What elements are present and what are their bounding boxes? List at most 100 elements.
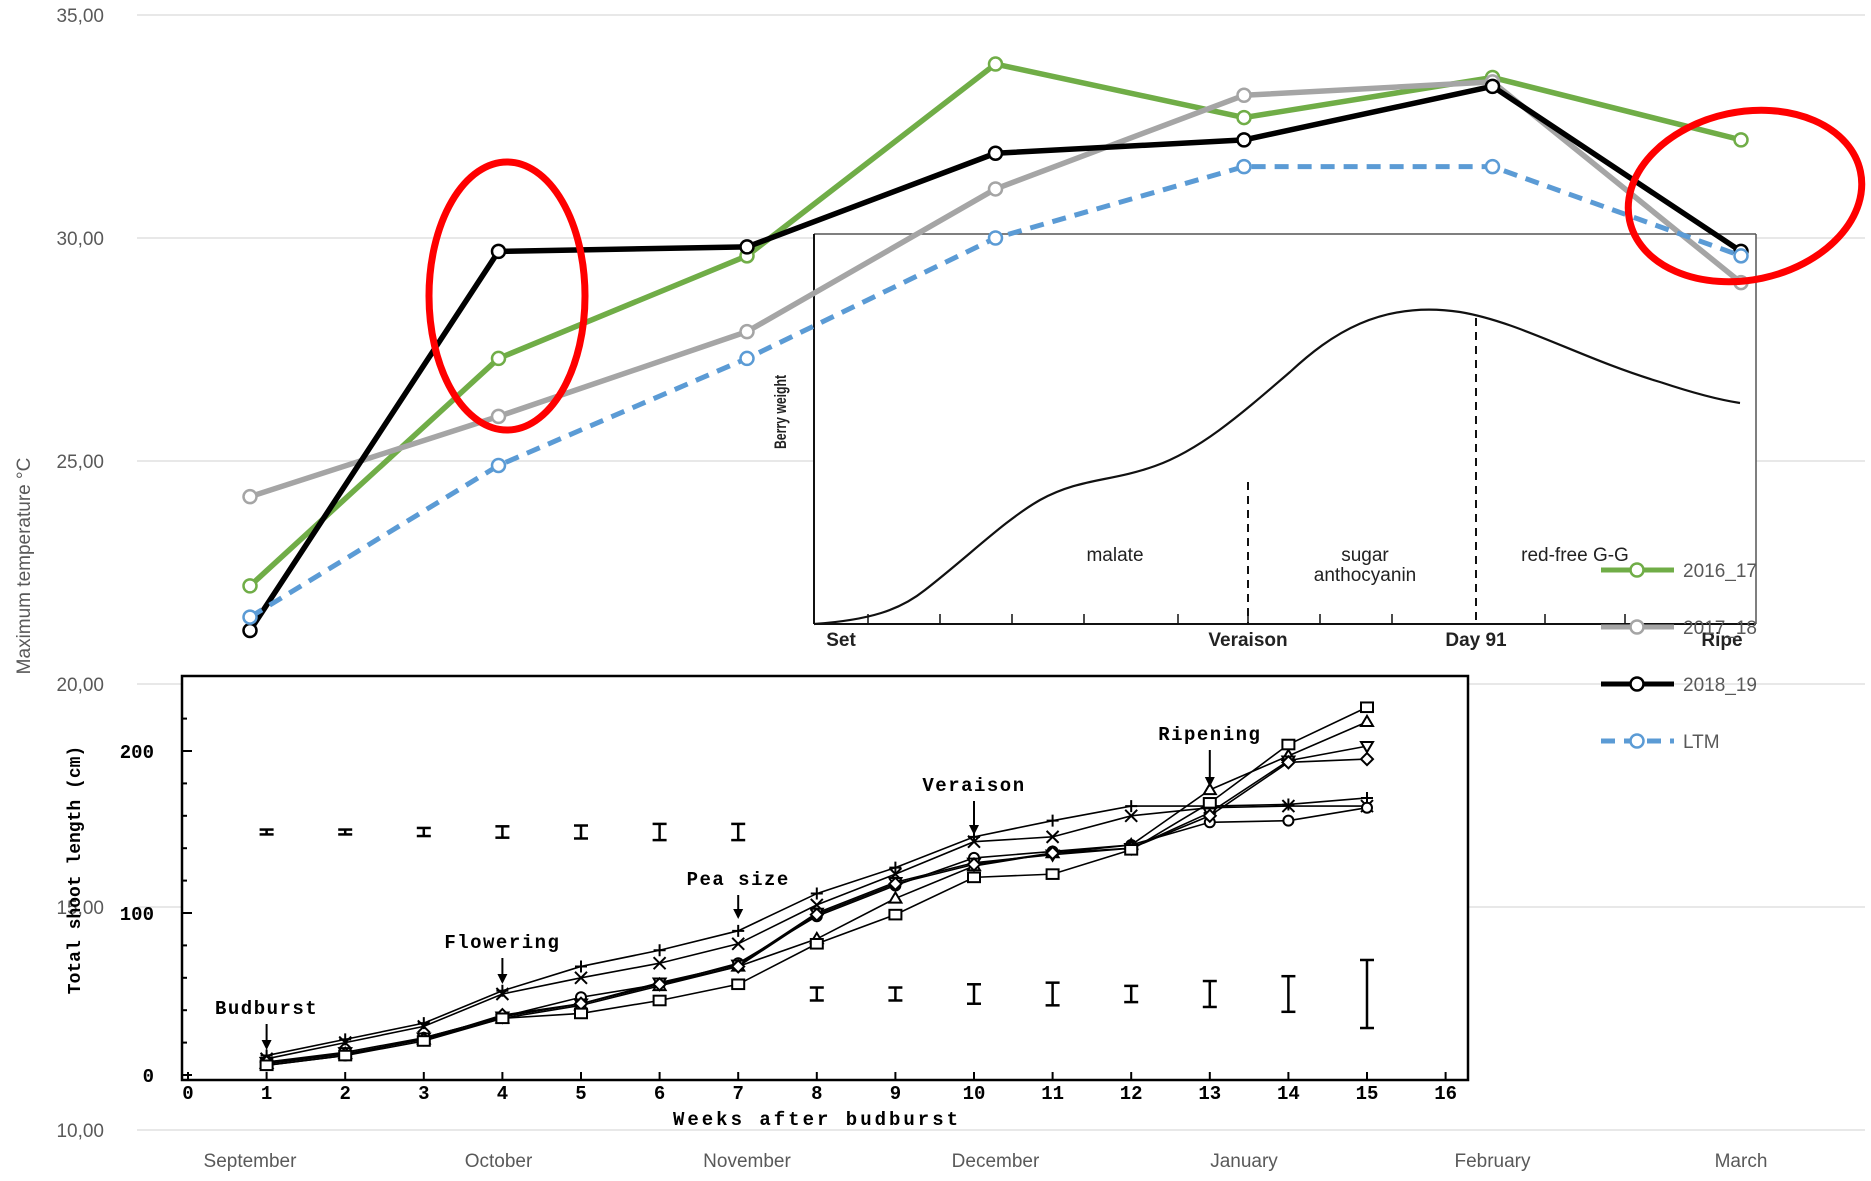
series-point-2017_18: [987, 181, 1004, 197]
series-point-2016_17: [242, 578, 258, 594]
shoot-y-tick-label: 100: [120, 904, 154, 926]
series-point-2018_19: [1484, 78, 1501, 95]
shoot-marker-square: [1202, 797, 1217, 809]
series-point-ltm: [490, 457, 507, 474]
legend-label-2017_18: 2017_18: [1683, 618, 1757, 639]
shoot-x-tick-label: 8: [811, 1083, 822, 1105]
shoot-annotation-label: Flowering: [444, 932, 560, 954]
shoot-marker-diamond: [1280, 754, 1296, 770]
shoot-marker-triangle-down: [1359, 740, 1375, 755]
shoot-annotation-arrowhead: [969, 825, 979, 835]
shoot-marker-square: [888, 908, 903, 921]
shoot-y-axis-label: Total shoot length (cm): [66, 746, 86, 994]
shoot-x-tick-label: 2: [339, 1083, 350, 1105]
shoot-marker-triangle-up: [1359, 713, 1375, 728]
shoot-marker-square: [1124, 844, 1139, 856]
legend-label-2016_17: 2016_17: [1683, 561, 1757, 582]
shoot-marker-square: [1360, 701, 1374, 714]
series-point-2018_19: [242, 622, 258, 639]
legend-marker: [1629, 733, 1645, 749]
shoot-marker-square: [416, 1035, 431, 1047]
series-point-2016_17: [1733, 132, 1749, 148]
shoot-marker-square: [731, 978, 746, 991]
shoot-marker-triangle-up: [887, 890, 904, 904]
series-point-ltm: [242, 609, 258, 625]
main-y-tick-label: 30,00: [56, 229, 104, 250]
shoot-x-tick-label: 1: [261, 1083, 272, 1105]
main-y-tick-label: 35,00: [56, 6, 104, 27]
main-series-group: [242, 56, 1749, 639]
shoot-x-tick-label: 15: [1356, 1083, 1379, 1105]
series-point-2016_17: [987, 56, 1004, 72]
main-x-tick-label: October: [465, 1151, 533, 1172]
shoot-marker-diamond: [652, 976, 668, 992]
shoot-marker-x: [652, 956, 667, 970]
main-y-tick-label: 10,00: [56, 1121, 104, 1142]
main-y-tick-label: 15,00: [56, 898, 104, 919]
shoot-marker-+: [889, 861, 902, 874]
shoot-marker-triangle-up: [1202, 781, 1218, 796]
legend-marker: [1629, 619, 1645, 635]
shoot-x-tick-label: 13: [1198, 1083, 1221, 1105]
shoot-marker-x: [417, 1019, 431, 1034]
shoot-marker-+: [1125, 800, 1138, 813]
shoot-marker-square: [495, 1012, 510, 1025]
main-y-tick-label: 20,00: [56, 675, 104, 696]
shoot-marker-x: [1124, 809, 1138, 823]
shoot-error-bars: [259, 822, 1374, 1030]
main-y-axis-label: Maximum temperature °C: [14, 458, 35, 675]
shoot-annotation-label: Budburst: [215, 998, 318, 1020]
shoot-marker-square: [1281, 738, 1296, 751]
main-x-tick-label: September: [204, 1151, 298, 1172]
shoot-x-tick-label: 14: [1277, 1083, 1300, 1105]
berry-y-axis-label: Berry weight: [772, 375, 790, 449]
series-point-2018_19: [739, 239, 755, 255]
series-point-2018_19: [987, 145, 1004, 162]
main-x-tick-labels: September October November December January F…: [204, 1151, 1768, 1172]
shoot-marker-diamond: [1045, 845, 1061, 861]
shoot-x-tick-label: 4: [497, 1083, 508, 1105]
shoot-x-tick-labels: 0 1 2 3 4 5 6 7 8 9 10 11 12 13 14 15 16: [182, 1083, 1457, 1105]
shoot-x-tick-label: 10: [963, 1083, 986, 1105]
series-point-ltm: [987, 230, 1004, 246]
berry-tick-ripe: Ripe: [1701, 630, 1742, 651]
berry-tick-set: Set: [826, 630, 856, 651]
series-point-2016_17: [1236, 109, 1252, 126]
shoot-marker-+: [575, 960, 587, 973]
shoot-plot-frame: [180, 674, 1470, 1082]
main-y-tick-labels: 10,00 15,00 20,00 25,00 30,00 35,00: [56, 6, 104, 1142]
shoot-marker-+: [1282, 798, 1295, 811]
stage-label-malate: malate: [1086, 545, 1143, 566]
berry-weight-curve: [813, 308, 1741, 626]
shoot-annotation-label: Pea size: [687, 869, 790, 891]
series-point-2017_18: [739, 323, 755, 340]
shoot-marker-square: [967, 871, 981, 884]
shoot-x-axis-label: Weeks after budburst: [673, 1109, 961, 1131]
shoot-y-tick-label: 0: [143, 1066, 154, 1088]
series-point-ltm: [1484, 158, 1501, 175]
shoot-marker-x: [1281, 799, 1296, 813]
shoot-marker-+: [810, 887, 823, 900]
shoot-annotation-arrowhead: [733, 909, 744, 919]
shoot-marker-square: [338, 1049, 353, 1062]
legend-marker: [1629, 562, 1645, 578]
shoot-marker-x: [1045, 830, 1060, 844]
shoot-series-group: [258, 701, 1375, 1072]
shoot-marker-diamond: [966, 856, 982, 872]
shoot-marker-o: [1361, 801, 1373, 814]
series-point-2018_19: [490, 243, 507, 260]
series-point-ltm: [1733, 248, 1749, 264]
main-x-tick-label: February: [1454, 1151, 1531, 1172]
legend-label-ltm: LTM: [1683, 732, 1720, 753]
shoot-x-tick-label: 7: [732, 1083, 743, 1105]
shoot-annotation-arrowhead: [1204, 777, 1215, 787]
stage-label-red-free: red-free G-G: [1521, 545, 1629, 566]
series-point-ltm: [739, 350, 755, 367]
main-y-tick-label: 25,00: [56, 452, 104, 473]
shoot-x-tick-label: 6: [654, 1083, 665, 1105]
shoot-marker-diamond: [730, 959, 746, 974]
shoot-x-tick-label: 3: [418, 1083, 429, 1105]
series-point-ltm: [1236, 158, 1252, 175]
shoot-marker-square: [574, 1007, 588, 1020]
